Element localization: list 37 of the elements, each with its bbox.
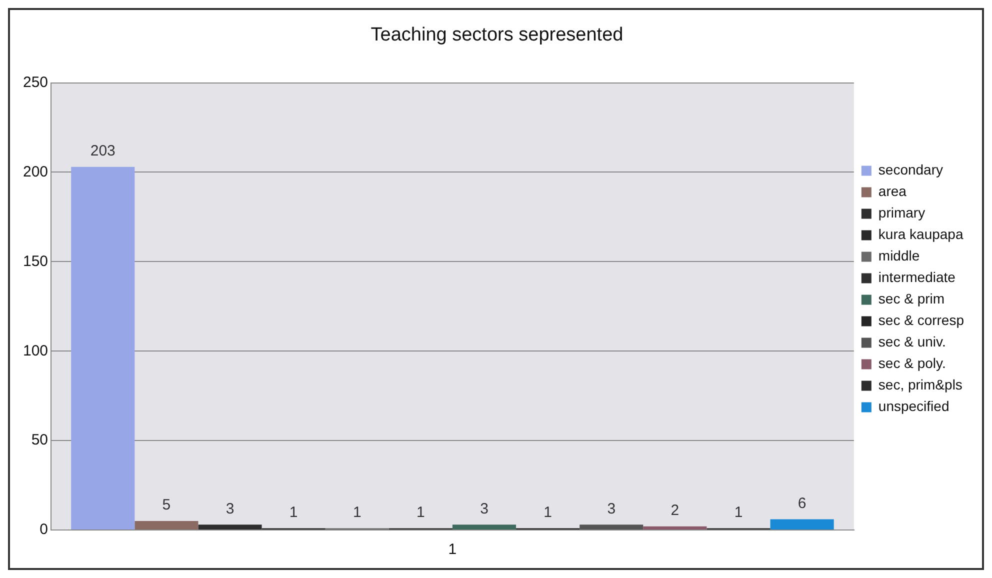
data-label: 203	[90, 142, 116, 160]
legend-label: sec & poly.	[878, 355, 946, 372]
bar	[71, 166, 135, 530]
legend-label: secondary	[878, 162, 944, 178]
legend-label: sec & prim	[878, 290, 945, 307]
data-label: 3	[226, 500, 234, 518]
data-label: 2	[670, 502, 680, 520]
legend-label: area	[878, 183, 907, 200]
y-tick-label: 150	[22, 252, 48, 270]
bar	[770, 519, 834, 530]
legend-label: primary	[878, 204, 926, 221]
data-label: 3	[480, 500, 488, 518]
data-label: 6	[798, 494, 806, 512]
legend-label: sec, prim&pls	[878, 376, 962, 393]
bar	[643, 526, 707, 530]
data-label: 1	[352, 504, 362, 521]
legend-label: intermediate	[878, 269, 956, 286]
y-tick-label: 50	[31, 432, 48, 449]
y-tick-label: 200	[22, 163, 48, 180]
y-tick-label: 250	[22, 74, 48, 91]
data-label: 1	[416, 504, 425, 521]
legend-label: unspecified	[878, 398, 950, 414]
bar	[580, 524, 644, 530]
bar	[452, 524, 516, 530]
data-label: 5	[162, 496, 171, 514]
legend-label: sec & univ.	[878, 334, 946, 350]
data-label: 1	[734, 504, 743, 521]
y-tick-label: 0	[40, 521, 48, 538]
bar	[134, 521, 198, 530]
chart-title: Teaching sectors sepresented	[370, 24, 624, 46]
data-label: 1	[289, 504, 298, 521]
data-label: 1	[544, 504, 552, 521]
legend-label: kura kaupapa	[878, 226, 964, 242]
y-tick-label: 100	[22, 342, 48, 360]
data-label: 3	[607, 500, 616, 518]
legend-label: sec & corresp	[878, 312, 964, 328]
legend-label: middle	[878, 248, 920, 264]
